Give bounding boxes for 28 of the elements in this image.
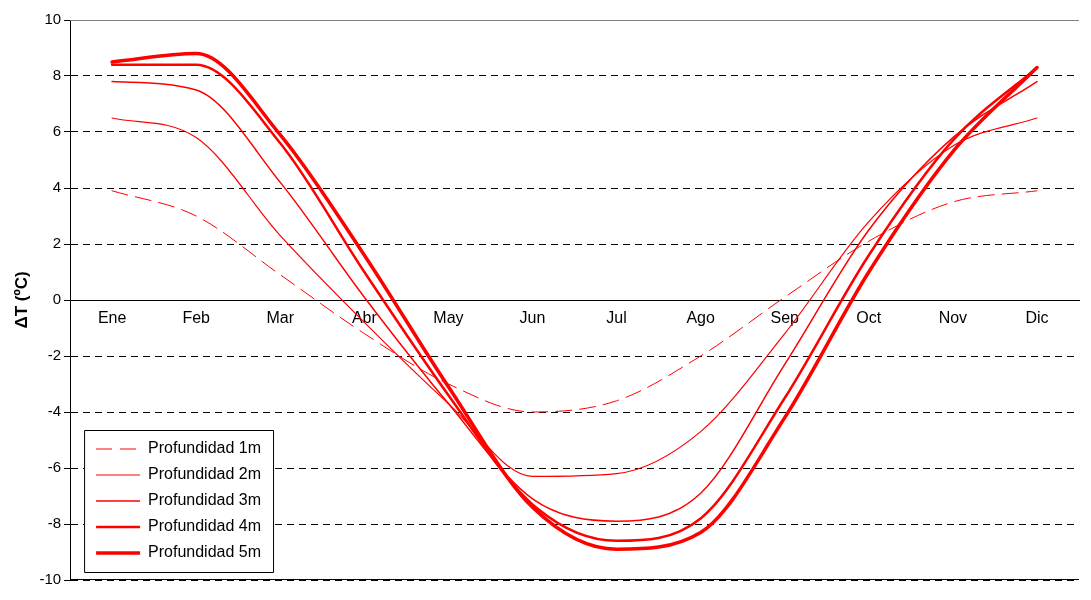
- x-tick-label: Ene: [97, 309, 127, 327]
- x-tick-label: Ago: [686, 309, 715, 327]
- y-tick-label: -6: [47, 458, 62, 476]
- y-tick-label: -2: [47, 346, 62, 364]
- y-tick-label: 2: [52, 234, 62, 252]
- x-tick-label: Mar: [266, 309, 295, 327]
- y-tick-label: -4: [47, 402, 62, 420]
- y-tick-label: 10: [44, 10, 62, 28]
- y-tick-label: 6: [52, 122, 62, 140]
- x-tick-label: Nov: [938, 309, 968, 327]
- x-tick-label: Dic: [1025, 309, 1049, 327]
- x-tick-label: Oct: [856, 309, 882, 327]
- legend-label: Profundidad 4m: [148, 517, 262, 535]
- y-tick-label: -10: [39, 570, 62, 588]
- x-tick-label: Feb: [182, 309, 211, 327]
- x-tick-label: Sep: [770, 309, 800, 327]
- y-tick-label: 0: [52, 290, 62, 308]
- legend-label: Profundidad 3m: [148, 491, 262, 509]
- x-tick-label: Jun: [519, 309, 546, 327]
- y-tick-label: 4: [52, 178, 62, 196]
- y-axis-title: ΔT (ºC): [11, 271, 31, 329]
- legend-label: Profundidad 2m: [148, 465, 262, 483]
- y-tick-label: -8: [47, 514, 62, 532]
- legend-label: Profundidad 5m: [148, 543, 262, 561]
- y-tick-label: 8: [52, 66, 62, 84]
- legend-label: Profundidad 1m: [148, 439, 262, 457]
- x-tick-label: Jul: [606, 309, 627, 327]
- x-tick-label: May: [433, 309, 464, 327]
